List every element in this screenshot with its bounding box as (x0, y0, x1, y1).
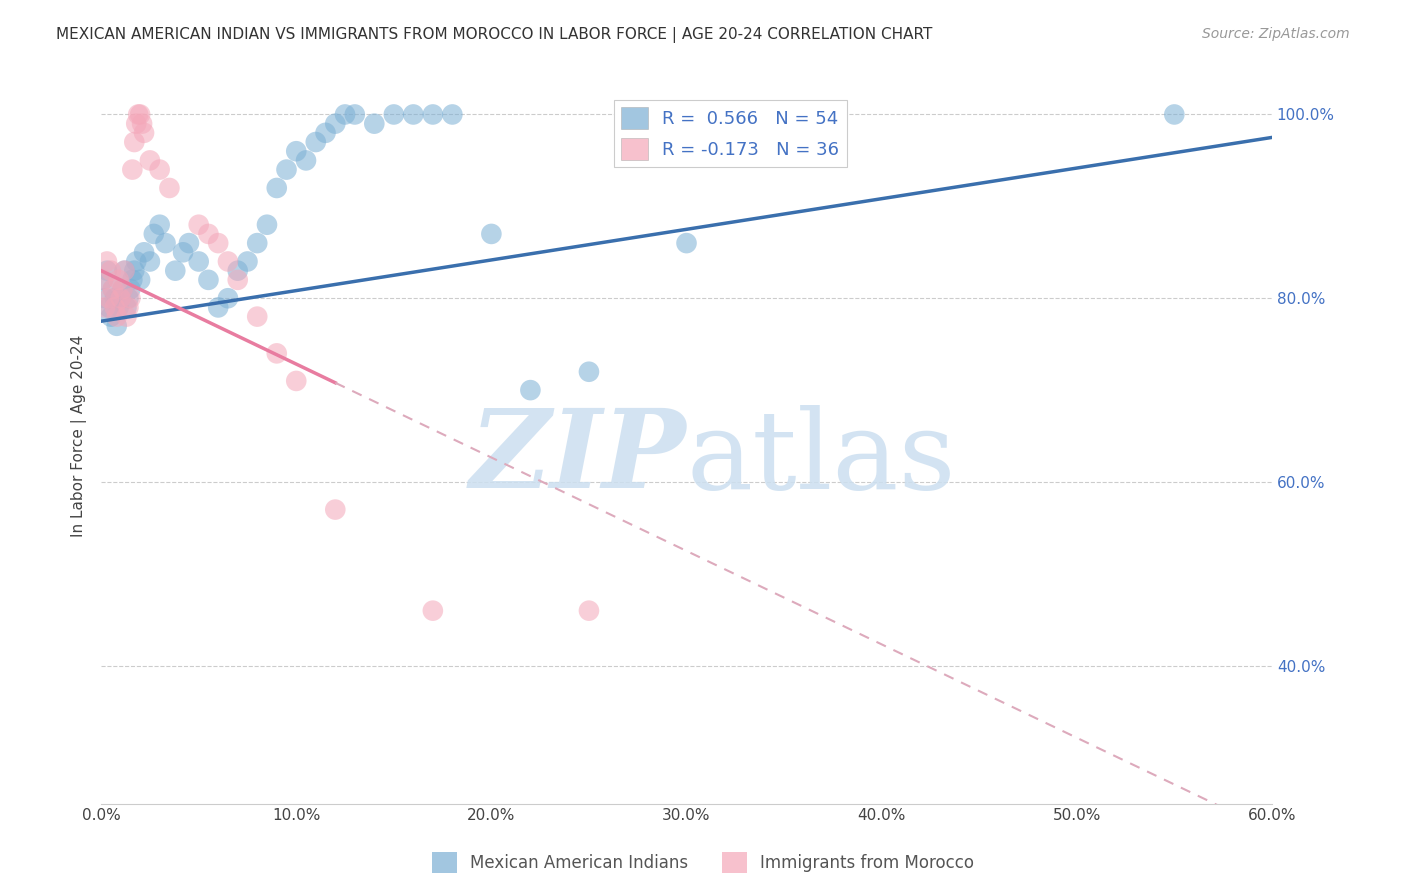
Point (121, 162, 143, 177)
Point (97, 301, 120, 315)
Text: Source: ZipAtlas.com: Source: ZipAtlas.com (1202, 27, 1350, 41)
Point (105, 310, 128, 324)
Point (675, 236, 697, 251)
Point (149, 162, 172, 177)
Point (276, 162, 298, 177)
Point (246, 310, 269, 324)
Point (91, 273, 114, 287)
Point (110, 291, 132, 305)
Point (115, 301, 138, 315)
Point (149, 218, 172, 232)
Point (519, 383, 541, 397)
Point (285, 145, 308, 159)
Point (129, 273, 152, 287)
Point (121, 273, 143, 287)
Point (124, 135, 146, 149)
Point (132, 126, 155, 140)
Point (256, 218, 278, 232)
Point (266, 346, 288, 360)
Point (104, 291, 127, 305)
Y-axis label: In Labor Force | Age 20-24: In Labor Force | Age 20-24 (72, 334, 87, 537)
Point (139, 153, 162, 168)
Point (207, 301, 229, 315)
Point (125, 117, 148, 131)
Point (100, 310, 122, 324)
Point (114, 263, 136, 277)
Point (129, 107, 152, 121)
Point (422, 107, 444, 121)
Point (100, 263, 122, 277)
Point (172, 245, 194, 260)
Text: atlas: atlas (686, 405, 956, 512)
Legend: R =  0.566   N = 54, R = -0.173   N = 36: R = 0.566 N = 54, R = -0.173 N = 36 (613, 100, 846, 167)
Text: ZIP: ZIP (470, 404, 686, 512)
Point (197, 227, 219, 241)
Point (402, 107, 425, 121)
Point (104, 301, 127, 315)
Point (117, 301, 139, 315)
Point (266, 181, 288, 195)
Point (101, 282, 124, 296)
Point (177, 236, 200, 251)
Point (139, 254, 162, 268)
Point (124, 263, 146, 277)
Point (117, 291, 139, 305)
Point (107, 273, 129, 287)
Point (107, 301, 129, 315)
Point (165, 263, 187, 277)
Point (479, 227, 502, 241)
Point (94, 301, 117, 315)
Point (226, 273, 249, 287)
Point (115, 310, 138, 324)
Point (97, 291, 120, 305)
Point (578, 365, 600, 379)
Point (187, 218, 209, 232)
Point (207, 236, 229, 251)
Point (363, 117, 385, 131)
Point (305, 135, 328, 149)
Point (323, 117, 346, 131)
Point (132, 245, 155, 260)
Text: MEXICAN AMERICAN INDIAN VS IMMIGRANTS FROM MOROCCO IN LABOR FORCE | AGE 20-24 CO: MEXICAN AMERICAN INDIAN VS IMMIGRANTS FR… (56, 27, 932, 43)
Legend: Mexican American Indians, Immigrants from Morocco: Mexican American Indians, Immigrants fro… (425, 846, 981, 880)
Point (295, 153, 318, 168)
Point (217, 291, 239, 305)
Point (236, 254, 259, 268)
Point (315, 126, 337, 140)
Point (197, 273, 219, 287)
Point (91, 273, 114, 287)
Point (96, 263, 118, 277)
Point (159, 181, 181, 195)
Point (333, 107, 356, 121)
Point (120, 282, 142, 296)
Point (111, 282, 134, 296)
Point (422, 604, 444, 618)
Point (441, 107, 464, 121)
Point (110, 291, 132, 305)
Point (382, 107, 405, 121)
Point (343, 107, 366, 121)
Point (142, 227, 165, 241)
Point (101, 282, 124, 296)
Point (131, 117, 153, 131)
Point (246, 236, 269, 251)
Point (114, 263, 136, 277)
Point (323, 502, 346, 516)
Point (578, 604, 600, 618)
Point (120, 291, 142, 305)
Point (105, 318, 128, 333)
Point (127, 107, 149, 121)
Point (1163, 107, 1185, 121)
Point (155, 236, 177, 251)
Point (125, 254, 148, 268)
Point (187, 254, 209, 268)
Point (226, 263, 249, 277)
Point (217, 254, 239, 268)
Point (285, 374, 308, 388)
Point (94, 291, 117, 305)
Point (96, 254, 118, 268)
Point (111, 282, 134, 296)
